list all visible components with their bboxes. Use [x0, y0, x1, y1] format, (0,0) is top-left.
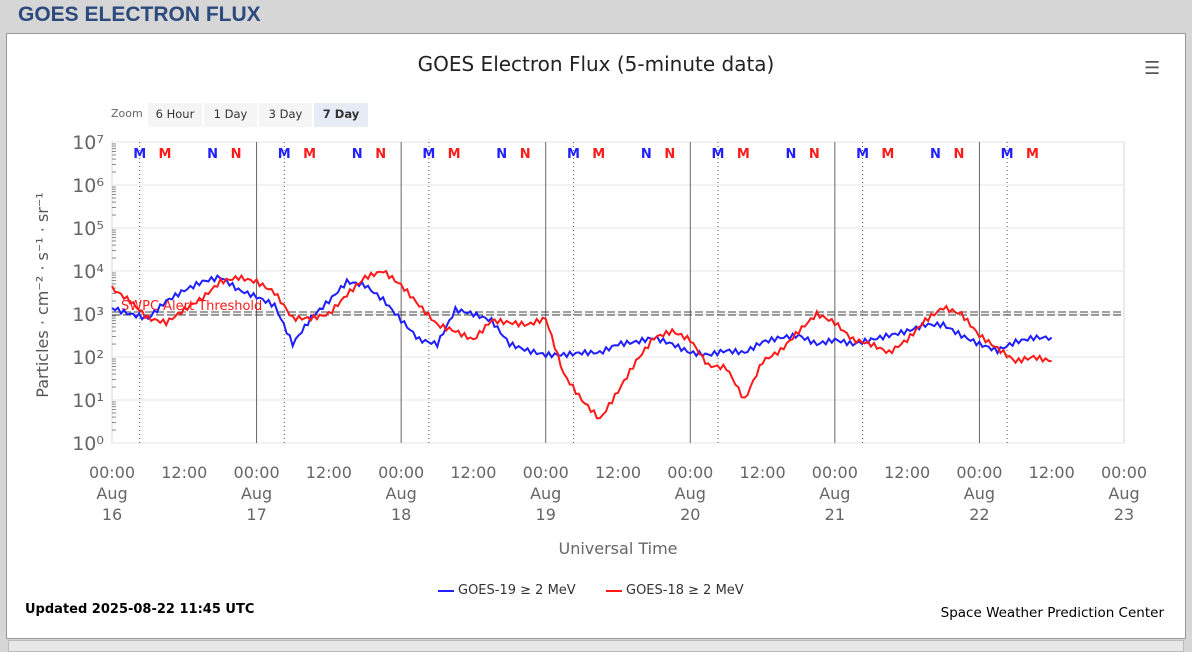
marker-M: M [881, 147, 894, 162]
y-tick-label: 10² [72, 347, 104, 369]
chart-title: GOES Electron Flux (5-minute data) [417, 52, 775, 76]
plot-area [111, 141, 1125, 444]
x-tick-label: Aug [964, 484, 995, 503]
zoom-1-day-button[interactable]: 1 Day [204, 103, 257, 127]
marker-M: M [422, 147, 435, 162]
x-tick-label: 12:00 [1029, 463, 1075, 482]
page-header-title: GOES ELECTRON FLUX [18, 3, 261, 26]
x-tick-label: 12:00 [161, 463, 207, 482]
x-tick-label: Aug [530, 484, 561, 503]
y-tick-label: 10³ [72, 304, 104, 326]
marker-N: N [375, 147, 386, 162]
zoom-label: Zoom [111, 107, 143, 120]
y-tick-label: 10⁶ [72, 175, 104, 197]
y-axis-label: Particles · cm⁻² · s⁻¹ · sr⁻¹ [33, 192, 52, 397]
marker-M: M [712, 147, 725, 162]
x-tick-label: 00:00 [667, 463, 713, 482]
marker-N: N [809, 147, 820, 162]
x-tick-label: Aug [1108, 484, 1139, 503]
updated-timestamp: Updated 2025-08-22 11:45 UTC [25, 602, 255, 617]
y-tick-label: 10¹ [72, 390, 104, 412]
marker-M: M [448, 147, 461, 162]
x-tick-label: 16 [102, 505, 122, 524]
x-tick-label: 12:00 [740, 463, 786, 482]
x-tick-label: 00:00 [234, 463, 280, 482]
x-tick-label: 20 [680, 505, 700, 524]
marker-N: N [785, 147, 796, 162]
marker-M: M [303, 147, 316, 162]
x-tick-label: 12:00 [450, 463, 496, 482]
menu-icon[interactable]: ☰ [1144, 58, 1161, 79]
x-tick-label: 18 [391, 505, 411, 524]
y-tick-label: 10⁷ [72, 132, 104, 154]
legend-goes18[interactable]: GOES-18 ≥ 2 MeV [606, 583, 744, 598]
x-tick-label: Aug [96, 484, 127, 503]
x-tick-label: 22 [969, 505, 989, 524]
marker-M: M [567, 147, 580, 162]
marker-N: N [352, 147, 363, 162]
marker-M: M [737, 147, 750, 162]
x-tick-label: Aug [241, 484, 272, 503]
marker-N: N [664, 147, 675, 162]
x-tick-label: 12:00 [595, 463, 641, 482]
y-tick-label: 10⁵ [72, 218, 104, 240]
x-tick-label: 17 [246, 505, 266, 524]
marker-N: N [954, 147, 965, 162]
x-tick-label: 12:00 [884, 463, 930, 482]
legend-goes18-label: GOES-18 ≥ 2 MeV [626, 583, 744, 598]
marker-N: N [207, 147, 218, 162]
x-tick-label: 00:00 [89, 463, 135, 482]
marker-N: N [520, 147, 531, 162]
y-tick-label: 10⁰ [72, 433, 104, 455]
marker-M: M [592, 147, 605, 162]
marker-M: M [159, 147, 172, 162]
marker-M: M [856, 147, 869, 162]
y-tick-label: 10⁴ [72, 261, 104, 283]
legend-goes19[interactable]: GOES-19 ≥ 2 MeV [438, 583, 576, 598]
x-tick-label: Aug [675, 484, 706, 503]
series-line-goes19 [111, 273, 1053, 359]
marker-M: M [1001, 147, 1014, 162]
x-tick-label: 12:00 [306, 463, 352, 482]
x-tick-label: 00:00 [378, 463, 424, 482]
x-tick-label: Aug [386, 484, 417, 503]
x-tick-label: 00:00 [1101, 463, 1147, 482]
legend-goes19-label: GOES-19 ≥ 2 MeV [458, 583, 576, 598]
x-tick-label: 00:00 [523, 463, 569, 482]
marker-N: N [641, 147, 652, 162]
x-tick-label: 19 [536, 505, 556, 524]
x-axis-label: Universal Time [558, 539, 677, 558]
marker-M: M [278, 147, 291, 162]
marker-N: N [496, 147, 507, 162]
series-line-goes18 [111, 269, 1052, 420]
x-tick-label: Aug [819, 484, 850, 503]
marker-N: N [231, 147, 242, 162]
marker-N: N [930, 147, 941, 162]
credit-text: Space Weather Prediction Center [940, 605, 1164, 621]
x-tick-label: 21 [825, 505, 845, 524]
zoom-7-day-button[interactable]: 7 Day [314, 103, 368, 127]
x-tick-label: 00:00 [812, 463, 858, 482]
threshold-label: SWPC Alert Threshold [121, 299, 262, 314]
zoom-6-hour-button[interactable]: 6 Hour [148, 103, 202, 127]
x-tick-label: 00:00 [956, 463, 1002, 482]
marker-M: M [1026, 147, 1039, 162]
x-tick-label: 23 [1114, 505, 1134, 524]
zoom-3-day-button[interactable]: 3 Day [259, 103, 312, 127]
marker-M: M [133, 147, 146, 162]
